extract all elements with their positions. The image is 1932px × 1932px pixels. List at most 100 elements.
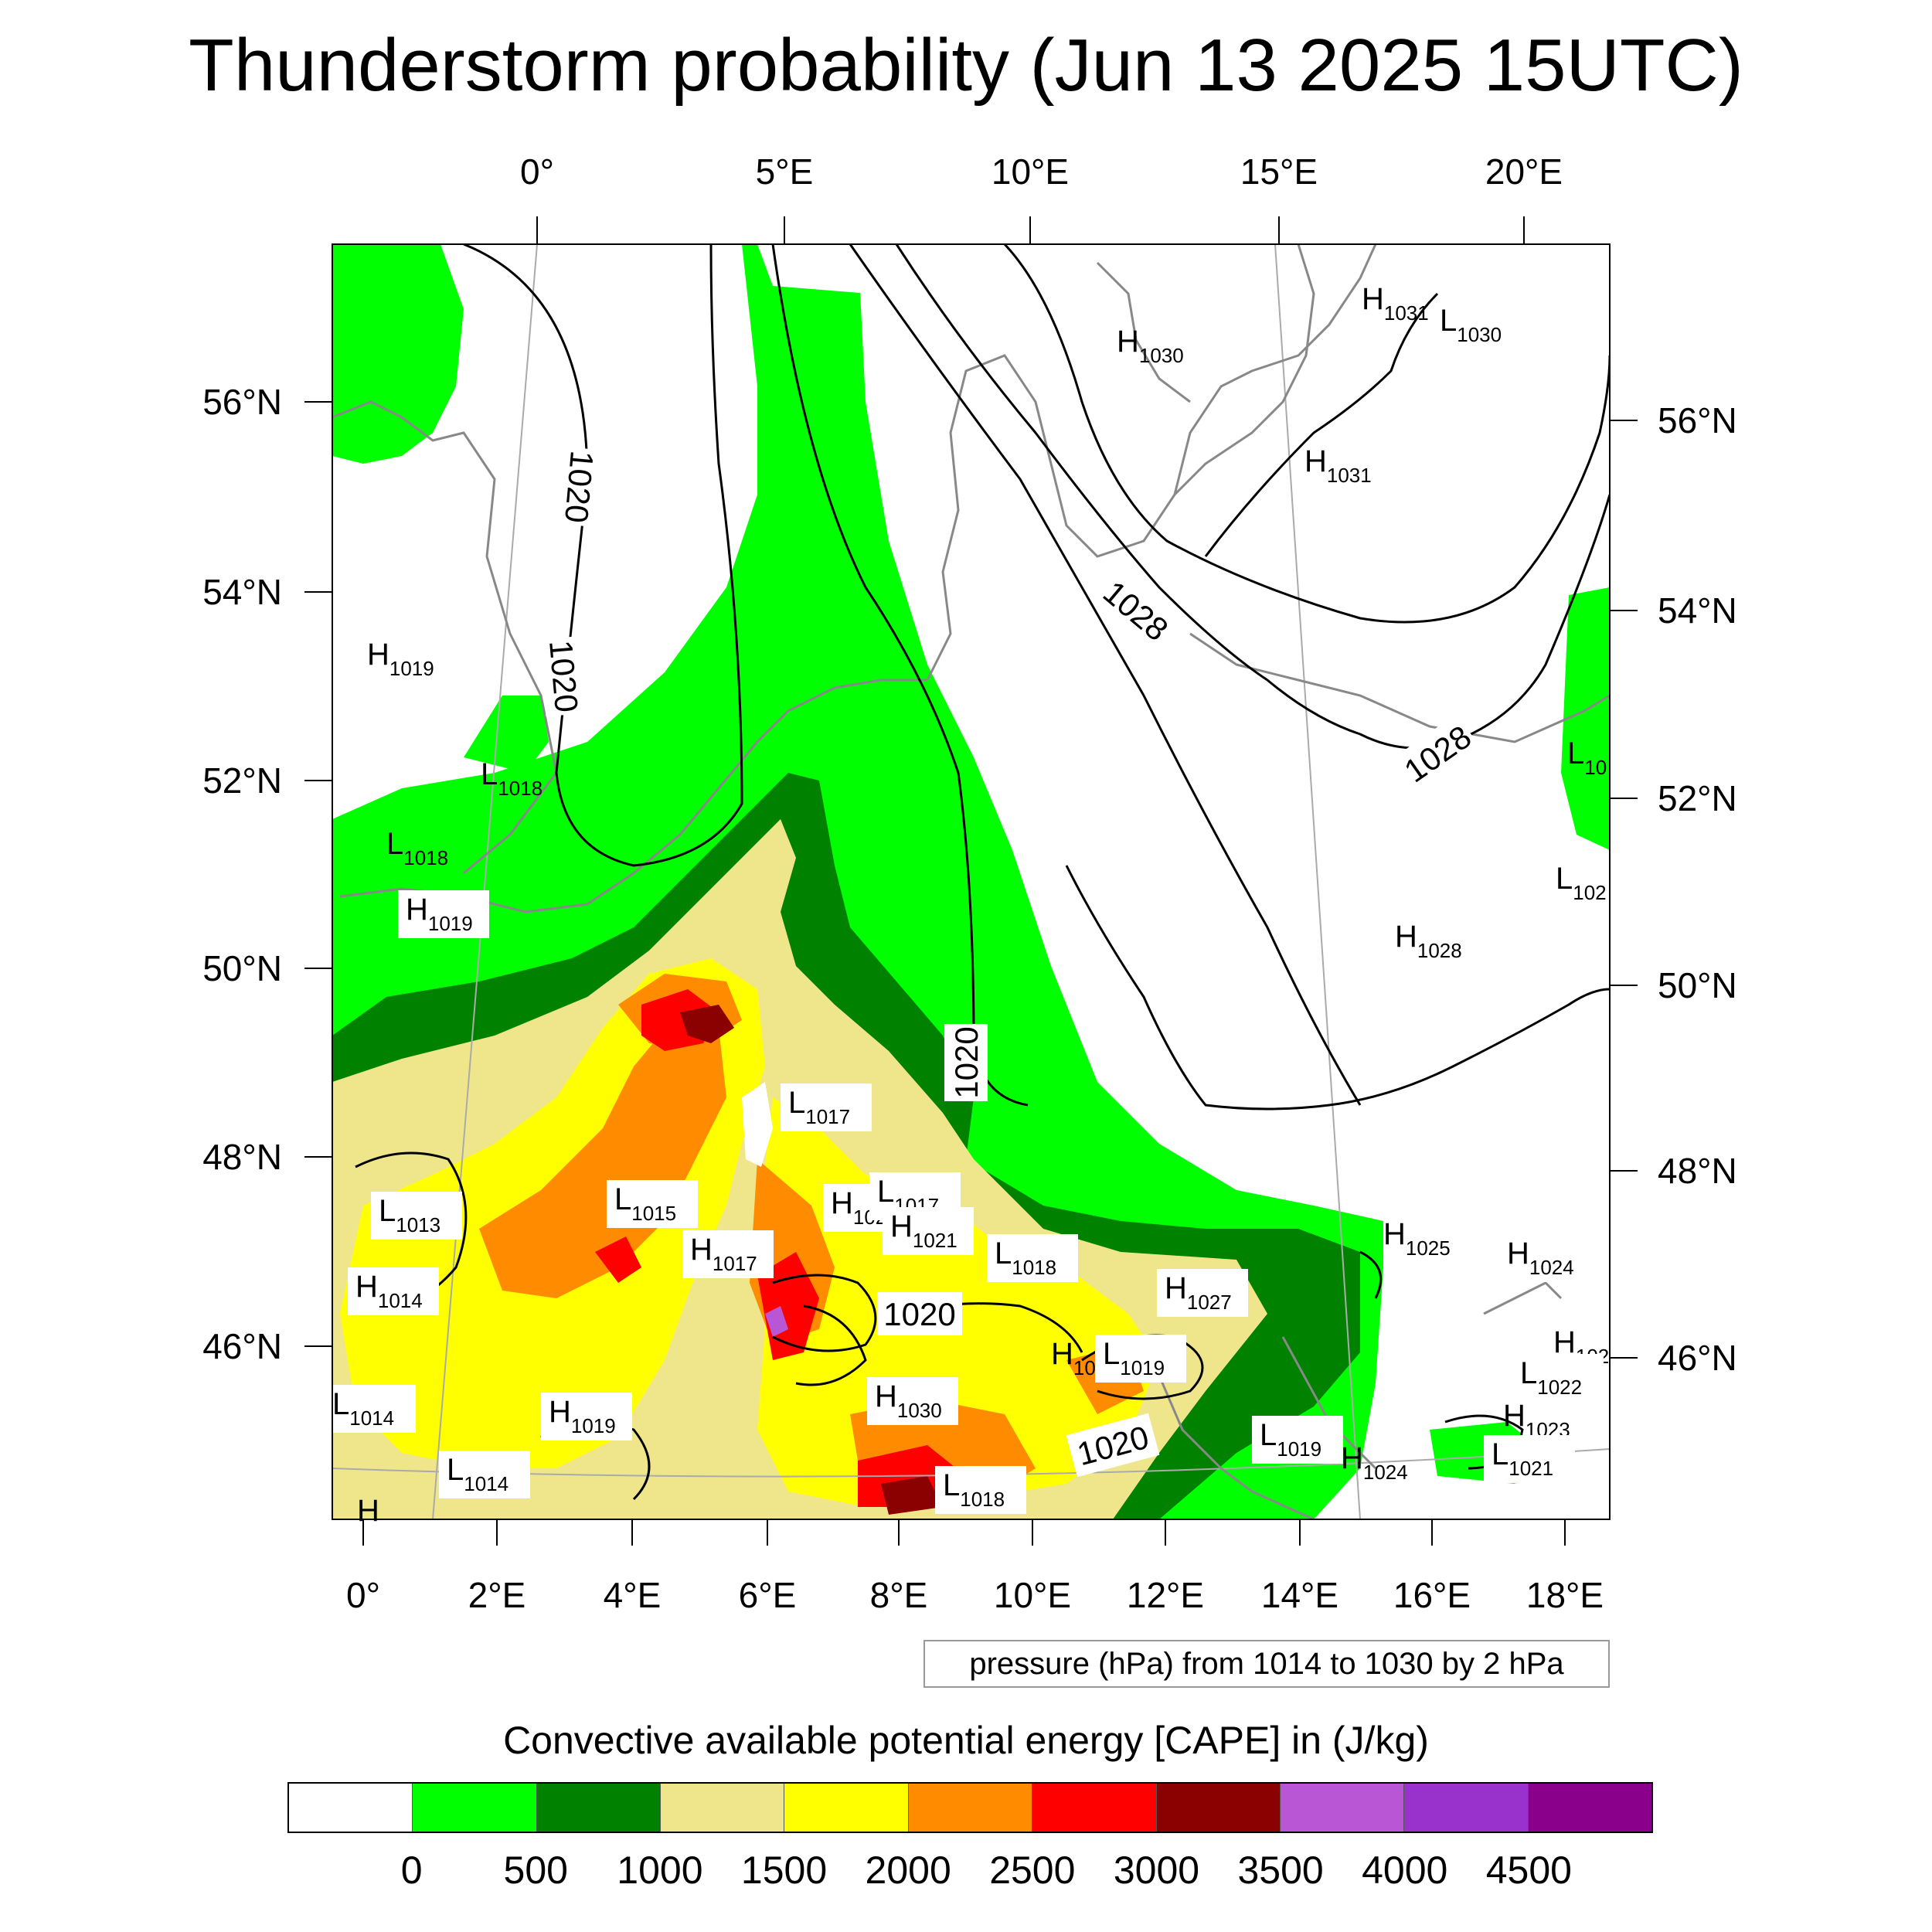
coastline — [926, 244, 1377, 681]
pressure-center-label: L1022 — [1520, 1356, 1582, 1399]
pressure-center-label: H1019 — [367, 638, 434, 680]
meridian-line — [432, 244, 538, 1519]
pressure-center-low: L1017 — [781, 1083, 872, 1131]
isobar-line — [1065, 865, 1610, 1111]
pressure-center-high: H1014 — [348, 1267, 439, 1315]
pressure-center-high: H1019 — [541, 1393, 632, 1440]
pressure-center-label: L1018 — [481, 757, 543, 800]
isobar-line — [1003, 244, 1610, 624]
pressure-center-label: H1019 — [549, 1395, 616, 1437]
pressure-center-label: L1017 — [788, 1086, 850, 1128]
left-axis-label: 46°N — [202, 1326, 282, 1366]
pressure-center-low: L1014 — [325, 1385, 416, 1433]
left-axis-label: 48°N — [202, 1137, 282, 1177]
pressure-center-label: L1019 — [1103, 1337, 1165, 1379]
pressure-center-label: L1018 — [943, 1468, 1005, 1511]
pressure-center-label: H1021 — [890, 1209, 957, 1252]
top-axis-label: 5°E — [756, 151, 814, 192]
pressure-center-label: H1014 — [355, 1270, 423, 1312]
colorbar-bin — [908, 1784, 1033, 1832]
right-axis-label: 56°N — [1658, 400, 1737, 440]
coastline — [1189, 632, 1610, 743]
bottom-axis-label: 12°E — [1127, 1575, 1204, 1615]
isobar-line — [849, 244, 1362, 1106]
colorbar-label: 3000 — [1113, 1849, 1200, 1892]
pressure-center-high: H1021 — [883, 1207, 974, 1255]
pressure-center-high: H1030 — [867, 1377, 958, 1425]
pressure-center-low: L1018 — [987, 1234, 1078, 1282]
cape-gap — [757, 244, 869, 294]
pressure-center-high: H1030 — [1117, 325, 1184, 367]
colorbar-label: 500 — [503, 1849, 568, 1892]
bottom-axis-label: 18°E — [1526, 1575, 1604, 1615]
pressure-center-label: L1021 — [1492, 1437, 1553, 1480]
pressure-center-low: L1018 — [386, 827, 448, 869]
bottom-axis-label: 4°E — [604, 1575, 662, 1615]
pressure-center-low: L1013 — [371, 1192, 462, 1240]
colorbar-label: 3500 — [1237, 1849, 1324, 1892]
coastline — [1158, 1375, 1315, 1519]
cape-gap — [742, 1082, 773, 1167]
pressure-note: pressure (hPa) from 1014 to 1030 by 2 hP… — [923, 1640, 1610, 1688]
cape-colorbar — [287, 1782, 1653, 1833]
pressure-center-low: L102 — [1556, 862, 1607, 904]
isobar-line — [772, 1274, 877, 1352]
left-axis-label: 54°N — [202, 572, 282, 612]
pressure-center-high: H1028 — [1395, 920, 1462, 962]
pressure-center-high: H1024 — [1341, 1441, 1408, 1484]
pressure-center-low: L1021 — [1484, 1435, 1575, 1483]
colorbar-bin — [1280, 1784, 1405, 1832]
pressure-center-low: L1030 — [1440, 304, 1502, 346]
cape-area-light-green — [1561, 587, 1610, 850]
cape-area-light-green — [332, 244, 464, 464]
pressure-center-label: H1028 — [1395, 920, 1462, 962]
coastline — [332, 400, 558, 875]
top-axis-label: 20°E — [1485, 151, 1563, 192]
map-frame: 1020 1020 1028 1028 1020 1020 — [325, 243, 1637, 1528]
pressure-center-label: L1018 — [386, 827, 448, 869]
bottom-axis-label: 14°E — [1261, 1575, 1338, 1615]
pressure-center-label: H1031 — [1362, 282, 1429, 325]
colorbar-bin — [536, 1784, 662, 1832]
colorbar-label: 4000 — [1362, 1849, 1448, 1892]
contour-label-text: 1020 — [883, 1296, 955, 1332]
colorbar-bin — [1032, 1784, 1157, 1832]
colorbar-bin — [1404, 1784, 1529, 1832]
pressure-center-label: L1013 — [379, 1194, 440, 1236]
top-axis-label: 10°E — [992, 151, 1069, 192]
pressure-center-label: H10 — [1051, 1337, 1096, 1379]
right-axis-label: 48°N — [1658, 1151, 1737, 1191]
right-axis-label: 54°N — [1658, 590, 1737, 631]
pressure-center-label: H1030 — [875, 1379, 942, 1422]
contour-label-text: 1020 — [948, 1026, 985, 1098]
colorbar-labels: 0 500 1000 1500 2000 2500 3000 3500 4000 4500 — [287, 1847, 1653, 1893]
pressure-center-layer: H1030 H1031 L1030 H1031 H1019 L1018 L1018 H1019… — [325, 282, 1637, 1528]
coastline — [1096, 261, 1191, 403]
colorbar-label: 0 — [400, 1849, 423, 1892]
pressure-center-low: L1014 — [439, 1451, 530, 1498]
map-axes: 0° 5°E 10°E 15°E 20°E 0° 2°E 4°E 6°E 8°E 10°E 12°E 1… — [202, 151, 1737, 1615]
pressure-center-high: H1019 — [398, 890, 489, 938]
pressure-center-label: H1024 — [1507, 1236, 1574, 1279]
bottom-axis-label: 16°E — [1393, 1575, 1471, 1615]
pressure-center-label: H — [357, 1494, 379, 1528]
colorbar-label: 2000 — [865, 1849, 951, 1892]
pressure-center-low: L1022 — [1512, 1354, 1604, 1402]
coastline — [1483, 1281, 1563, 1315]
bottom-axis-label: 8°E — [870, 1575, 928, 1615]
colorbar-label: 2500 — [989, 1849, 1076, 1892]
colorbar-label: 1000 — [617, 1849, 703, 1892]
coastline — [1173, 244, 1315, 496]
cape-area-violet — [765, 1306, 788, 1337]
right-axis-label: 52°N — [1658, 778, 1737, 818]
colorbar-bin — [1528, 1784, 1651, 1832]
colorbar-bin — [289, 1784, 413, 1832]
pressure-center-label: L1019 — [1260, 1418, 1321, 1461]
pressure-center-high: H1025 — [1383, 1217, 1451, 1260]
pressure-center-label: H1027 — [1165, 1271, 1232, 1314]
pressure-center-low: L1019 — [1252, 1416, 1343, 1464]
contour-label: 1020 — [944, 1024, 988, 1101]
contour-label-text: 1020 — [543, 638, 585, 713]
pressure-center-label: H1024 — [1341, 1441, 1408, 1484]
